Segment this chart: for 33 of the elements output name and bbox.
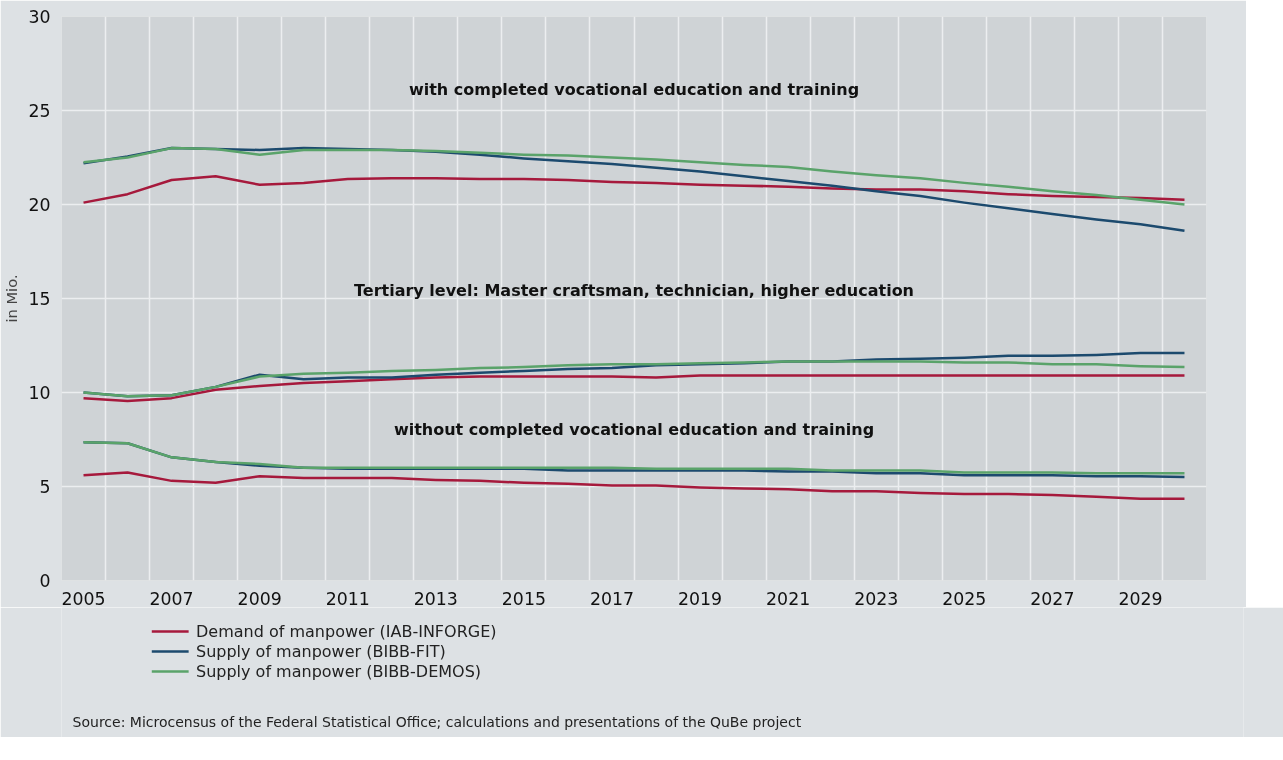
x-tick-label: 2007 (149, 588, 194, 609)
line-series (82, 374, 1186, 403)
y-tick-label: 5 (39, 477, 51, 497)
x-tick-label: 2009 (237, 588, 282, 609)
y-tick-label: 15 (28, 289, 51, 309)
line-series (82, 471, 1186, 500)
y-tick-label: 10 (28, 383, 51, 403)
x-tick-label: 2013 (413, 588, 458, 609)
x-tick-label: 2011 (325, 588, 370, 609)
x-tick-label: 2027 (1030, 588, 1075, 609)
x-tick-label: 2025 (942, 588, 987, 609)
x-tick-label: 2005 (61, 588, 106, 609)
legend-label: Supply of manpower (BIBB-FIT) (196, 642, 446, 661)
y-tick-label: 30 (28, 7, 51, 27)
annotation: Tertiary level: Master craftsman, technician, higher education (353, 280, 915, 300)
line-series (82, 175, 1186, 204)
x-tick-label: 2019 (678, 588, 723, 609)
x-tick-label: 2023 (854, 588, 899, 609)
x-tick-label: 2017 (589, 588, 635, 609)
annotation: with completed vocational education and training (408, 80, 860, 100)
x-tick-label: 2021 (766, 588, 811, 609)
y-tick-label: 0 (39, 571, 51, 591)
y-tick-label: 25 (28, 101, 51, 121)
y-tick-label: 20 (28, 195, 51, 215)
line-series (82, 360, 1186, 398)
annotation: without completed vocational education and training (393, 420, 875, 440)
legend-label: Supply of manpower (BIBB-DEMOS) (196, 662, 482, 681)
line-series (82, 146, 1186, 206)
y-axis-title: in Mio. (3, 274, 21, 323)
legend-label: Demand of manpower (IAB-INFORGE) (196, 622, 497, 641)
source-note: Source: Microcensus of the Federal Statistical Office; calculations and presentations of the QuBe project (72, 713, 802, 730)
x-tick-label: 2029 (1118, 588, 1163, 609)
x-tick-label: 2015 (501, 588, 546, 609)
